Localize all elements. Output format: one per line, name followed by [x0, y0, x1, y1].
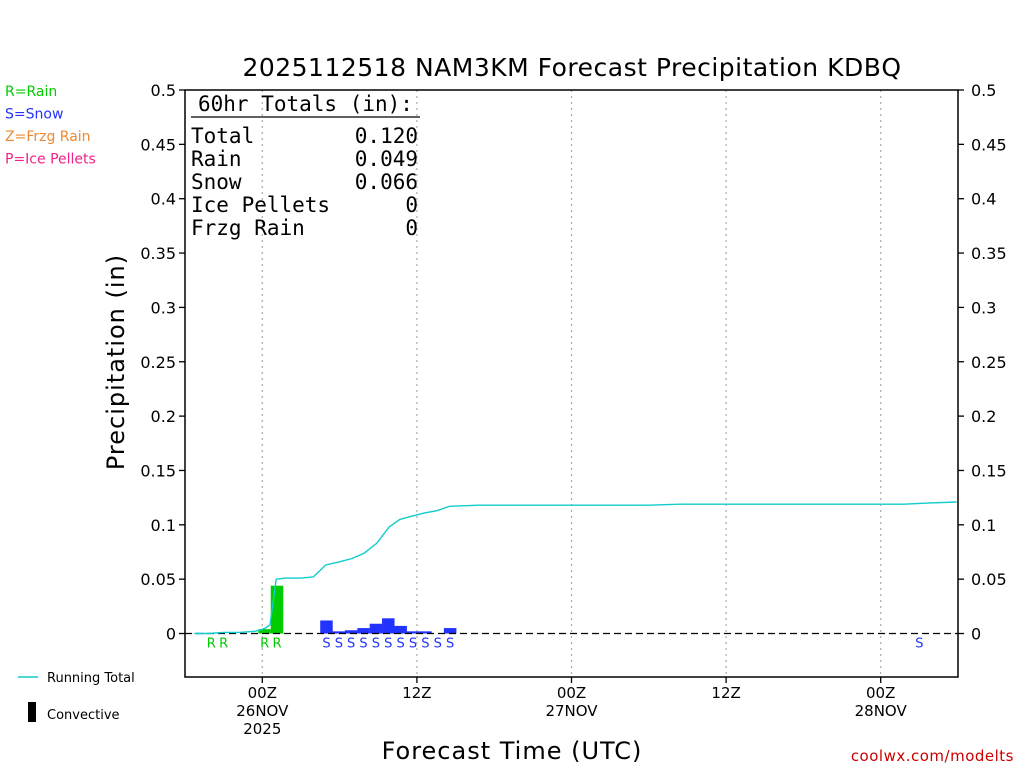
precip-bar	[382, 618, 395, 634]
y-tick-label-right: 0.25	[971, 353, 1007, 372]
x-tick-label: 12Z	[711, 684, 740, 702]
y-tick-label-right: 0.35	[971, 244, 1007, 263]
y-tick-label-right: 0.15	[971, 461, 1007, 480]
y-tick-label-right: 0	[971, 625, 981, 644]
precip-bar	[443, 628, 457, 634]
x-tick-label: 00Z	[248, 684, 277, 702]
y-tick-label-right: 0.2	[971, 407, 996, 426]
y-tick-label: 0.15	[140, 461, 176, 480]
y-tick-label-right: 0.1	[971, 516, 996, 535]
precip-legend-item: Z=Frzg Rain	[5, 129, 91, 145]
totals-row-value: 0.066	[355, 170, 418, 194]
y-tick-label: 0.05	[140, 570, 176, 589]
precip-bar	[332, 631, 346, 634]
precip-bar	[394, 625, 407, 634]
x-tick-label: 00Z	[557, 684, 586, 702]
totals-row-value: 0	[405, 193, 418, 217]
precip-type-marker: R	[207, 637, 216, 652]
y-tick-label-right: 0.45	[971, 135, 1007, 154]
series-legend-label: Convective	[47, 708, 120, 723]
precip-type-marker: S	[347, 637, 355, 652]
precip-type-marker: S	[409, 637, 417, 652]
y-tick-label: 0	[166, 625, 176, 644]
x-tick-label: 28NOV	[855, 702, 908, 720]
y-axis-label: Precipitation (in)	[102, 254, 130, 470]
precip-bar	[369, 623, 383, 634]
totals-header: 60hr Totals (in):	[198, 92, 413, 116]
precip-bar	[258, 629, 271, 634]
grid-lines	[261, 90, 882, 677]
totals-row-value: 0	[405, 216, 418, 240]
y-tick-label-right: 0.05	[971, 570, 1007, 589]
y-tick-label: 0.25	[140, 353, 176, 372]
y-tick-label: 0.45	[140, 135, 176, 154]
precip-bar	[357, 628, 370, 634]
y-tick-label: 0.4	[151, 190, 176, 209]
precip-type-marker: R	[219, 637, 228, 652]
totals-row-label: Frzg Rain	[191, 216, 305, 240]
x-tick-label: 2025	[243, 720, 281, 738]
precip-type-marker: S	[446, 637, 454, 652]
convective-legend-swatch	[28, 702, 36, 722]
totals-row-label: Snow	[191, 170, 242, 194]
precip-type-marker: S	[397, 637, 405, 652]
x-tick-label: 27NOV	[545, 702, 598, 720]
y-tick-label: 0.35	[140, 244, 176, 263]
precip-legend-item: R=Rain	[5, 84, 57, 100]
precip-legend-item: P=Ice Pellets	[5, 152, 96, 168]
totals-row-label: Rain	[191, 147, 242, 171]
y-axis-left: 0 0.05 0.1 0.15 0.2 0.25 0.3 0.35 0.4 0.45 0.5	[140, 81, 185, 644]
precip-bar	[344, 630, 358, 634]
totals-row-value: 0.049	[355, 147, 418, 171]
precip-type-marker: S	[434, 637, 442, 652]
totals-row-value: 0.120	[355, 124, 418, 148]
series-legend-label: Running Total	[47, 671, 135, 686]
precip-type-marker: S	[421, 637, 429, 652]
precip-legend-item: S=Snow	[5, 107, 63, 123]
precip-bar	[320, 620, 333, 634]
chart-title: 2025112518 NAM3KM Forecast Precipitation…	[242, 53, 901, 82]
precip-type-marker: S	[335, 637, 343, 652]
y-tick-label: 0.2	[151, 407, 176, 426]
x-tick-label: 12Z	[402, 684, 431, 702]
series-legend: Running Total Convective	[18, 671, 135, 723]
y-tick-label-right: 0.5	[971, 81, 996, 100]
source-credit: coolwx.com/modelts	[851, 747, 1014, 765]
precip-type-marker: R	[260, 637, 269, 652]
x-tick-label: 26NOV	[236, 702, 289, 720]
totals-row-label: Total	[191, 124, 254, 148]
y-tick-label: 0.5	[151, 81, 176, 100]
precip-bars	[258, 585, 457, 634]
precip-type-marker: R	[272, 637, 281, 652]
x-tick-label: 00Z	[866, 684, 895, 702]
precip-type-marker: S	[359, 637, 367, 652]
y-axis-right: 0 0.05 0.1 0.15 0.2 0.25 0.3 0.35 0.4 0.45 0.5	[958, 81, 1007, 644]
y-tick-label-right: 0.4	[971, 190, 996, 209]
y-tick-label: 0.3	[151, 298, 176, 317]
precip-bar	[406, 631, 420, 634]
y-tick-label-right: 0.3	[971, 298, 996, 317]
running-total-line	[194, 501, 957, 635]
x-axis-label: Forecast Time (UTC)	[382, 737, 643, 765]
precip-type-marker: S	[915, 637, 923, 652]
y-tick-label: 0.1	[151, 516, 176, 535]
precip-bar	[419, 631, 432, 634]
precip-type-legend: R=Rain S=Snow Z=Frzg Rain P=Ice Pellets	[5, 84, 96, 168]
precip-type-marker: S	[322, 637, 330, 652]
precip-type-marker: S	[372, 637, 380, 652]
totals-box: 60hr Totals (in): Total 0.120 Rain 0.049 Sno…	[191, 92, 420, 240]
precip-type-marker: S	[384, 637, 392, 652]
totals-row-label: Ice Pellets	[191, 193, 330, 217]
